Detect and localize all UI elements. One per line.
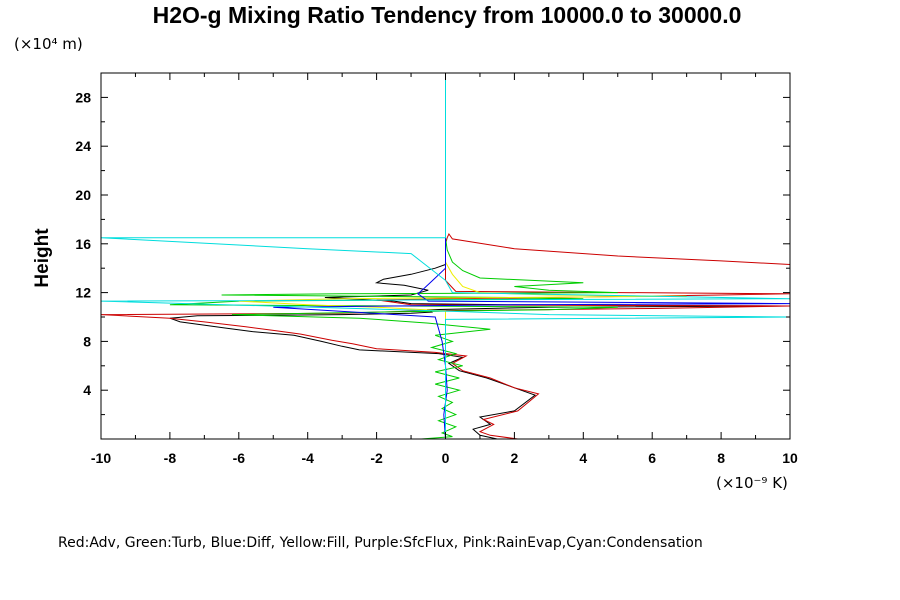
x-tick-label: -4: [301, 450, 314, 466]
series-diff-line: [273, 73, 790, 439]
x-tick-label: 4: [579, 450, 587, 466]
x-tick-label: 6: [648, 450, 656, 466]
x-tick-label: -6: [233, 450, 246, 466]
series-condensation-line: [101, 73, 790, 439]
y-tick-label: 28: [75, 89, 91, 105]
x-axis: -10 -8 -6 -4 -2 0 2 4 6 8 10: [91, 73, 798, 466]
x-tick-label: 2: [511, 450, 519, 466]
y-axis: 4 8 12 16 20 24 28: [75, 72, 790, 440]
y-tick-label: 16: [75, 236, 91, 252]
x-tick-label: -10: [91, 450, 111, 466]
y-tick-label: 24: [75, 138, 91, 154]
y-tick-label: 8: [83, 333, 91, 349]
y-tick-label: 20: [75, 187, 91, 203]
y-unit-label: (×10⁴ m): [14, 35, 83, 53]
x-tick-label: 10: [782, 450, 798, 466]
x-tick-label: 0: [442, 450, 450, 466]
y-axis-label: Height: [32, 228, 53, 288]
x-tick-label: -8: [164, 450, 177, 466]
chart-title: H2O-g Mixing Ratio Tendency from 10000.0…: [153, 2, 742, 28]
y-tick-label: 12: [75, 285, 91, 301]
x-tick-label: 8: [717, 450, 725, 466]
series-turb-line: [169, 73, 618, 439]
series-black-line: [169, 73, 784, 439]
x-tick-label: -2: [370, 450, 383, 466]
series-fill-line: [238, 73, 687, 439]
x-unit-label: (×10⁻⁹ K): [716, 474, 788, 492]
plot-series: [101, 73, 790, 439]
legend: Red:Adv, Green:Turb, Blue:Diff, Yellow:F…: [58, 535, 703, 551]
y-tick-label: 4: [83, 382, 91, 398]
